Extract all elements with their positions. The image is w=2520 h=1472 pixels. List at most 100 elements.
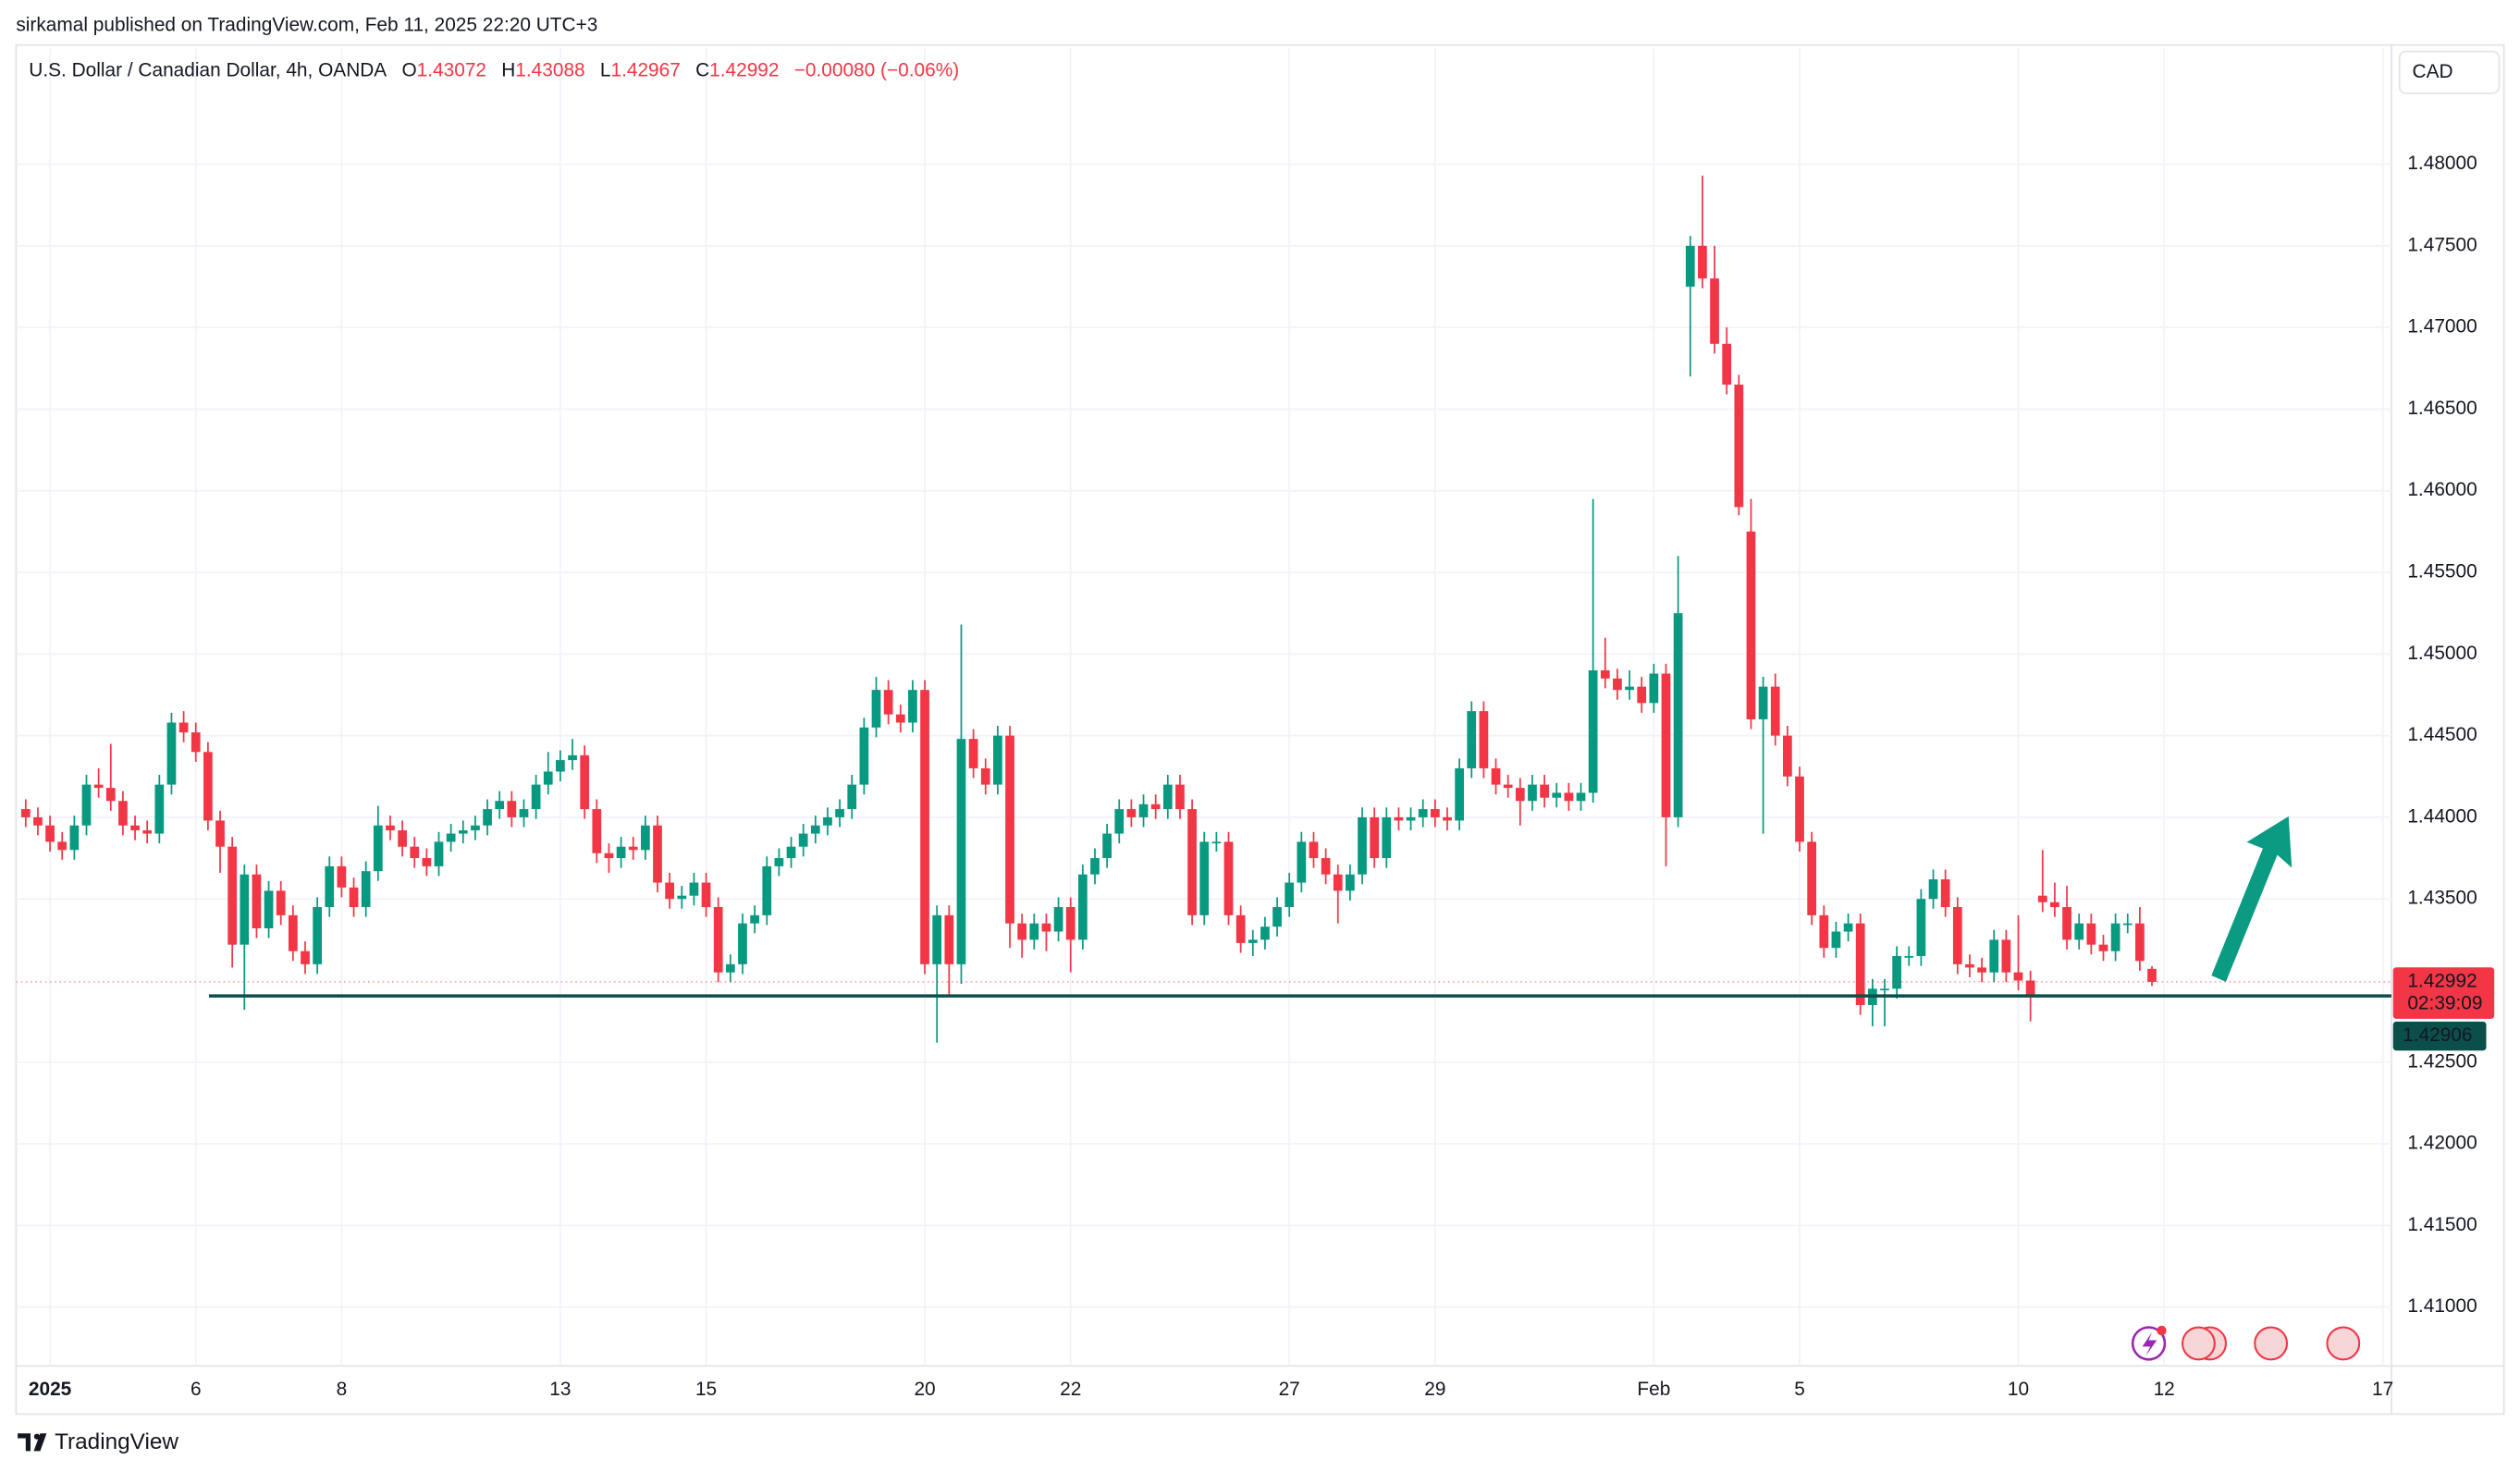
y-tick-label: 1.44000 — [2407, 805, 2477, 827]
y-tick-label: 1.46500 — [2407, 398, 2477, 419]
candle-body — [2062, 907, 2071, 940]
candle-body — [2013, 972, 2023, 981]
candle-body — [288, 914, 298, 951]
candle-body — [1734, 384, 1744, 508]
y-tick-label: 1.47000 — [2407, 316, 2477, 337]
candle-body — [1503, 784, 1513, 789]
candle-body — [1467, 711, 1477, 768]
x-tick-label: 13 — [549, 1379, 571, 1400]
candle-body — [325, 865, 335, 908]
y-tick-label: 1.42000 — [2407, 1133, 2477, 1154]
y-tick-label: 1.43500 — [2407, 888, 2477, 909]
currency-label[interactable]: CAD — [2413, 61, 2453, 82]
candle-body — [33, 816, 43, 826]
candle-body — [1710, 278, 1719, 344]
candle-body — [1455, 767, 1465, 821]
candle-body — [1564, 792, 1574, 802]
candle-body — [2086, 923, 2096, 945]
candle-body — [908, 690, 917, 723]
candle-body — [1187, 809, 1197, 915]
candle-body — [1843, 923, 1853, 932]
candle-body — [980, 767, 990, 785]
candle-body — [1515, 788, 1525, 802]
candle-body — [895, 714, 905, 723]
candle-body — [227, 846, 238, 945]
candle-body — [1637, 686, 1647, 704]
event-icon-bolt — [2142, 1331, 2157, 1356]
candle-body — [69, 825, 80, 851]
candle-body — [1285, 882, 1295, 908]
legend-line: U.S. Dollar / Canadian Dollar, 4h, OANDA… — [29, 59, 959, 80]
candle-body — [1370, 816, 1380, 859]
candle-body — [2037, 895, 2047, 902]
brand: TradingView — [18, 1429, 178, 1454]
candle-body — [1053, 907, 1063, 932]
candle-body — [1041, 923, 1051, 932]
candle-body — [1940, 879, 1950, 908]
x-tick-label: 10 — [2008, 1379, 2029, 1400]
candle-body — [798, 833, 808, 847]
grid — [16, 48, 2391, 1367]
candle-body — [725, 963, 735, 973]
candle-body — [386, 825, 395, 831]
candle-body — [264, 890, 274, 928]
x-tick-label: 15 — [695, 1379, 717, 1400]
candle-body — [1150, 803, 1161, 810]
candle-body — [1199, 841, 1210, 915]
brand-name: TradingView — [55, 1429, 178, 1454]
event-icon[interactable] — [2326, 1326, 2361, 1361]
y-tick-label: 1.45000 — [2407, 643, 2477, 664]
candle-body — [677, 895, 687, 900]
candle-body — [1685, 245, 1695, 288]
candle-body — [20, 809, 31, 817]
candle-body — [1722, 343, 1732, 385]
candle-body — [1807, 841, 1817, 915]
candle-body — [1162, 784, 1173, 810]
ohlc-label: O — [401, 59, 416, 80]
ohlc-value: 1.42967 — [610, 59, 680, 80]
event-icons — [2131, 1325, 2361, 1361]
candle-body — [240, 874, 250, 945]
candle-body — [1904, 956, 1914, 958]
candle-body — [1223, 841, 1234, 915]
candle-body — [507, 801, 517, 817]
symbol-title: U.S. Dollar / Canadian Dollar, 4h, OANDA — [29, 59, 387, 80]
candle-body — [1795, 776, 1804, 842]
candle-body — [361, 871, 371, 908]
candle-body — [1358, 816, 1367, 875]
x-tick-label: 17 — [2372, 1379, 2393, 1400]
candle-body — [1977, 967, 1986, 973]
candles — [20, 175, 2157, 1043]
candle-body — [810, 825, 820, 834]
candle-body — [1272, 907, 1282, 927]
candle-body — [410, 846, 420, 859]
candle-body — [1017, 923, 1027, 940]
candle-body — [2050, 902, 2059, 908]
candle-body — [2025, 980, 2035, 998]
candle-body — [349, 887, 359, 908]
candle-body — [1235, 914, 1246, 943]
x-tick-label: 5 — [1794, 1379, 1805, 1400]
currency-button[interactable] — [2398, 50, 2501, 94]
x-tick-label: 27 — [1279, 1379, 1300, 1400]
x-tick-label: 6 — [191, 1379, 202, 1400]
candle-body — [1211, 841, 1222, 844]
candle-body — [968, 739, 978, 768]
candle-body — [1649, 673, 1659, 704]
candle-body — [1673, 613, 1683, 817]
candle-body — [1102, 833, 1112, 859]
event-icon[interactable] — [2182, 1326, 2216, 1361]
candle-body — [178, 722, 189, 733]
candle-body — [2122, 923, 2133, 926]
candle-body — [1443, 816, 1452, 821]
candle-body — [1065, 907, 1076, 940]
countdown-label: 02:39:09 — [2407, 993, 2482, 1014]
candle-body — [2110, 923, 2120, 951]
candle-body — [81, 784, 92, 826]
y-tick-label: 1.46000 — [2407, 479, 2477, 500]
event-icon[interactable] — [2254, 1326, 2289, 1361]
candle-body — [1297, 841, 1307, 883]
candle-body — [1248, 939, 1258, 943]
candle-body — [1528, 784, 1537, 802]
